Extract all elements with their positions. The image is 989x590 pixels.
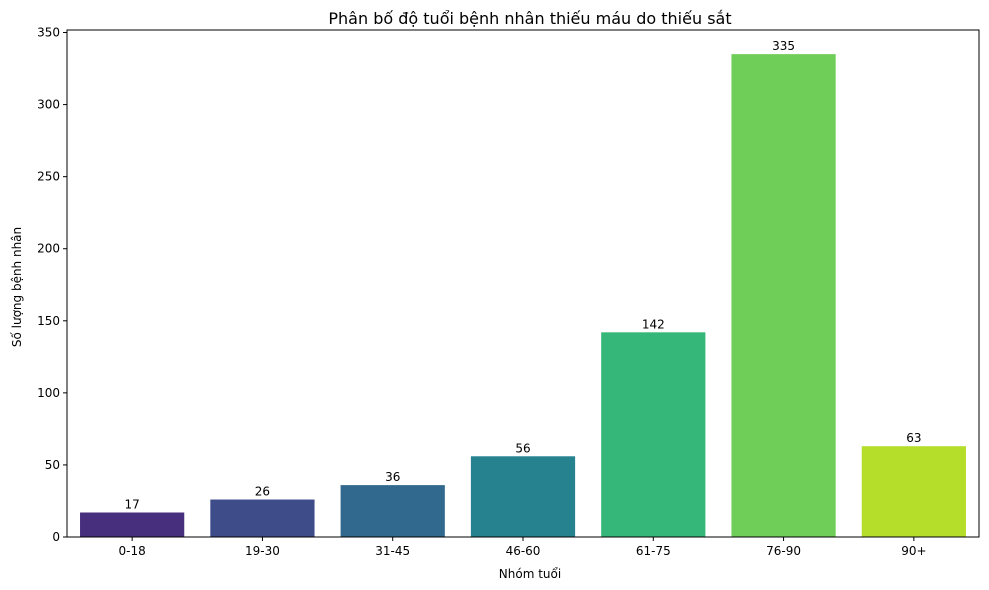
bar-0-18	[80, 512, 185, 537]
value-label-0-18: 17	[125, 497, 140, 511]
value-label-76-90: 335	[772, 39, 795, 53]
bar-90+	[861, 446, 966, 537]
y-tick-label-200: 200	[37, 242, 60, 256]
y-tick-label-100: 100	[37, 386, 60, 400]
x-tick-label-19-30: 19-30	[245, 544, 280, 558]
y-tick-label-300: 300	[37, 98, 60, 112]
bar-76-90	[731, 54, 836, 538]
x-tick-label-61-75: 61-75	[636, 544, 671, 558]
y-axis-label: Số lượng bệnh nhân	[10, 227, 24, 347]
y-tick-label-0: 0	[52, 530, 60, 544]
value-label-19-30: 26	[255, 485, 270, 499]
value-label-46-60: 56	[515, 441, 530, 455]
value-label-90+: 63	[906, 431, 921, 445]
y-tick-label-250: 250	[37, 170, 60, 184]
chart-title: Phân bố độ tuổi bệnh nhân thiếu máu do t…	[328, 9, 731, 28]
bar-61-75	[601, 332, 706, 537]
bar-31-45	[340, 485, 445, 537]
x-tick-label-31-45: 31-45	[375, 544, 410, 558]
bar-46-60	[470, 456, 576, 537]
y-tick-label-150: 150	[37, 314, 60, 328]
y-tick-label-50: 50	[45, 458, 60, 472]
value-label-61-75: 142	[642, 317, 665, 331]
x-axis-label: Nhóm tuổi	[499, 567, 561, 581]
x-tick-label-76-90: 76-90	[766, 544, 801, 558]
x-tick-label-90+: 90+	[901, 544, 926, 558]
axes-frame	[66, 29, 980, 538]
x-tick-label-0-18: 0-18	[119, 544, 146, 558]
value-label-31-45: 36	[385, 470, 400, 484]
x-tick-label-46-60: 46-60	[506, 544, 541, 558]
bar-19-30	[210, 499, 315, 537]
plot-area: 17 0-18 26 19-30 36 31-45 56 46-60 142 61-75 335 76…	[37, 26, 980, 558]
y-tick-label-350: 350	[37, 26, 60, 40]
